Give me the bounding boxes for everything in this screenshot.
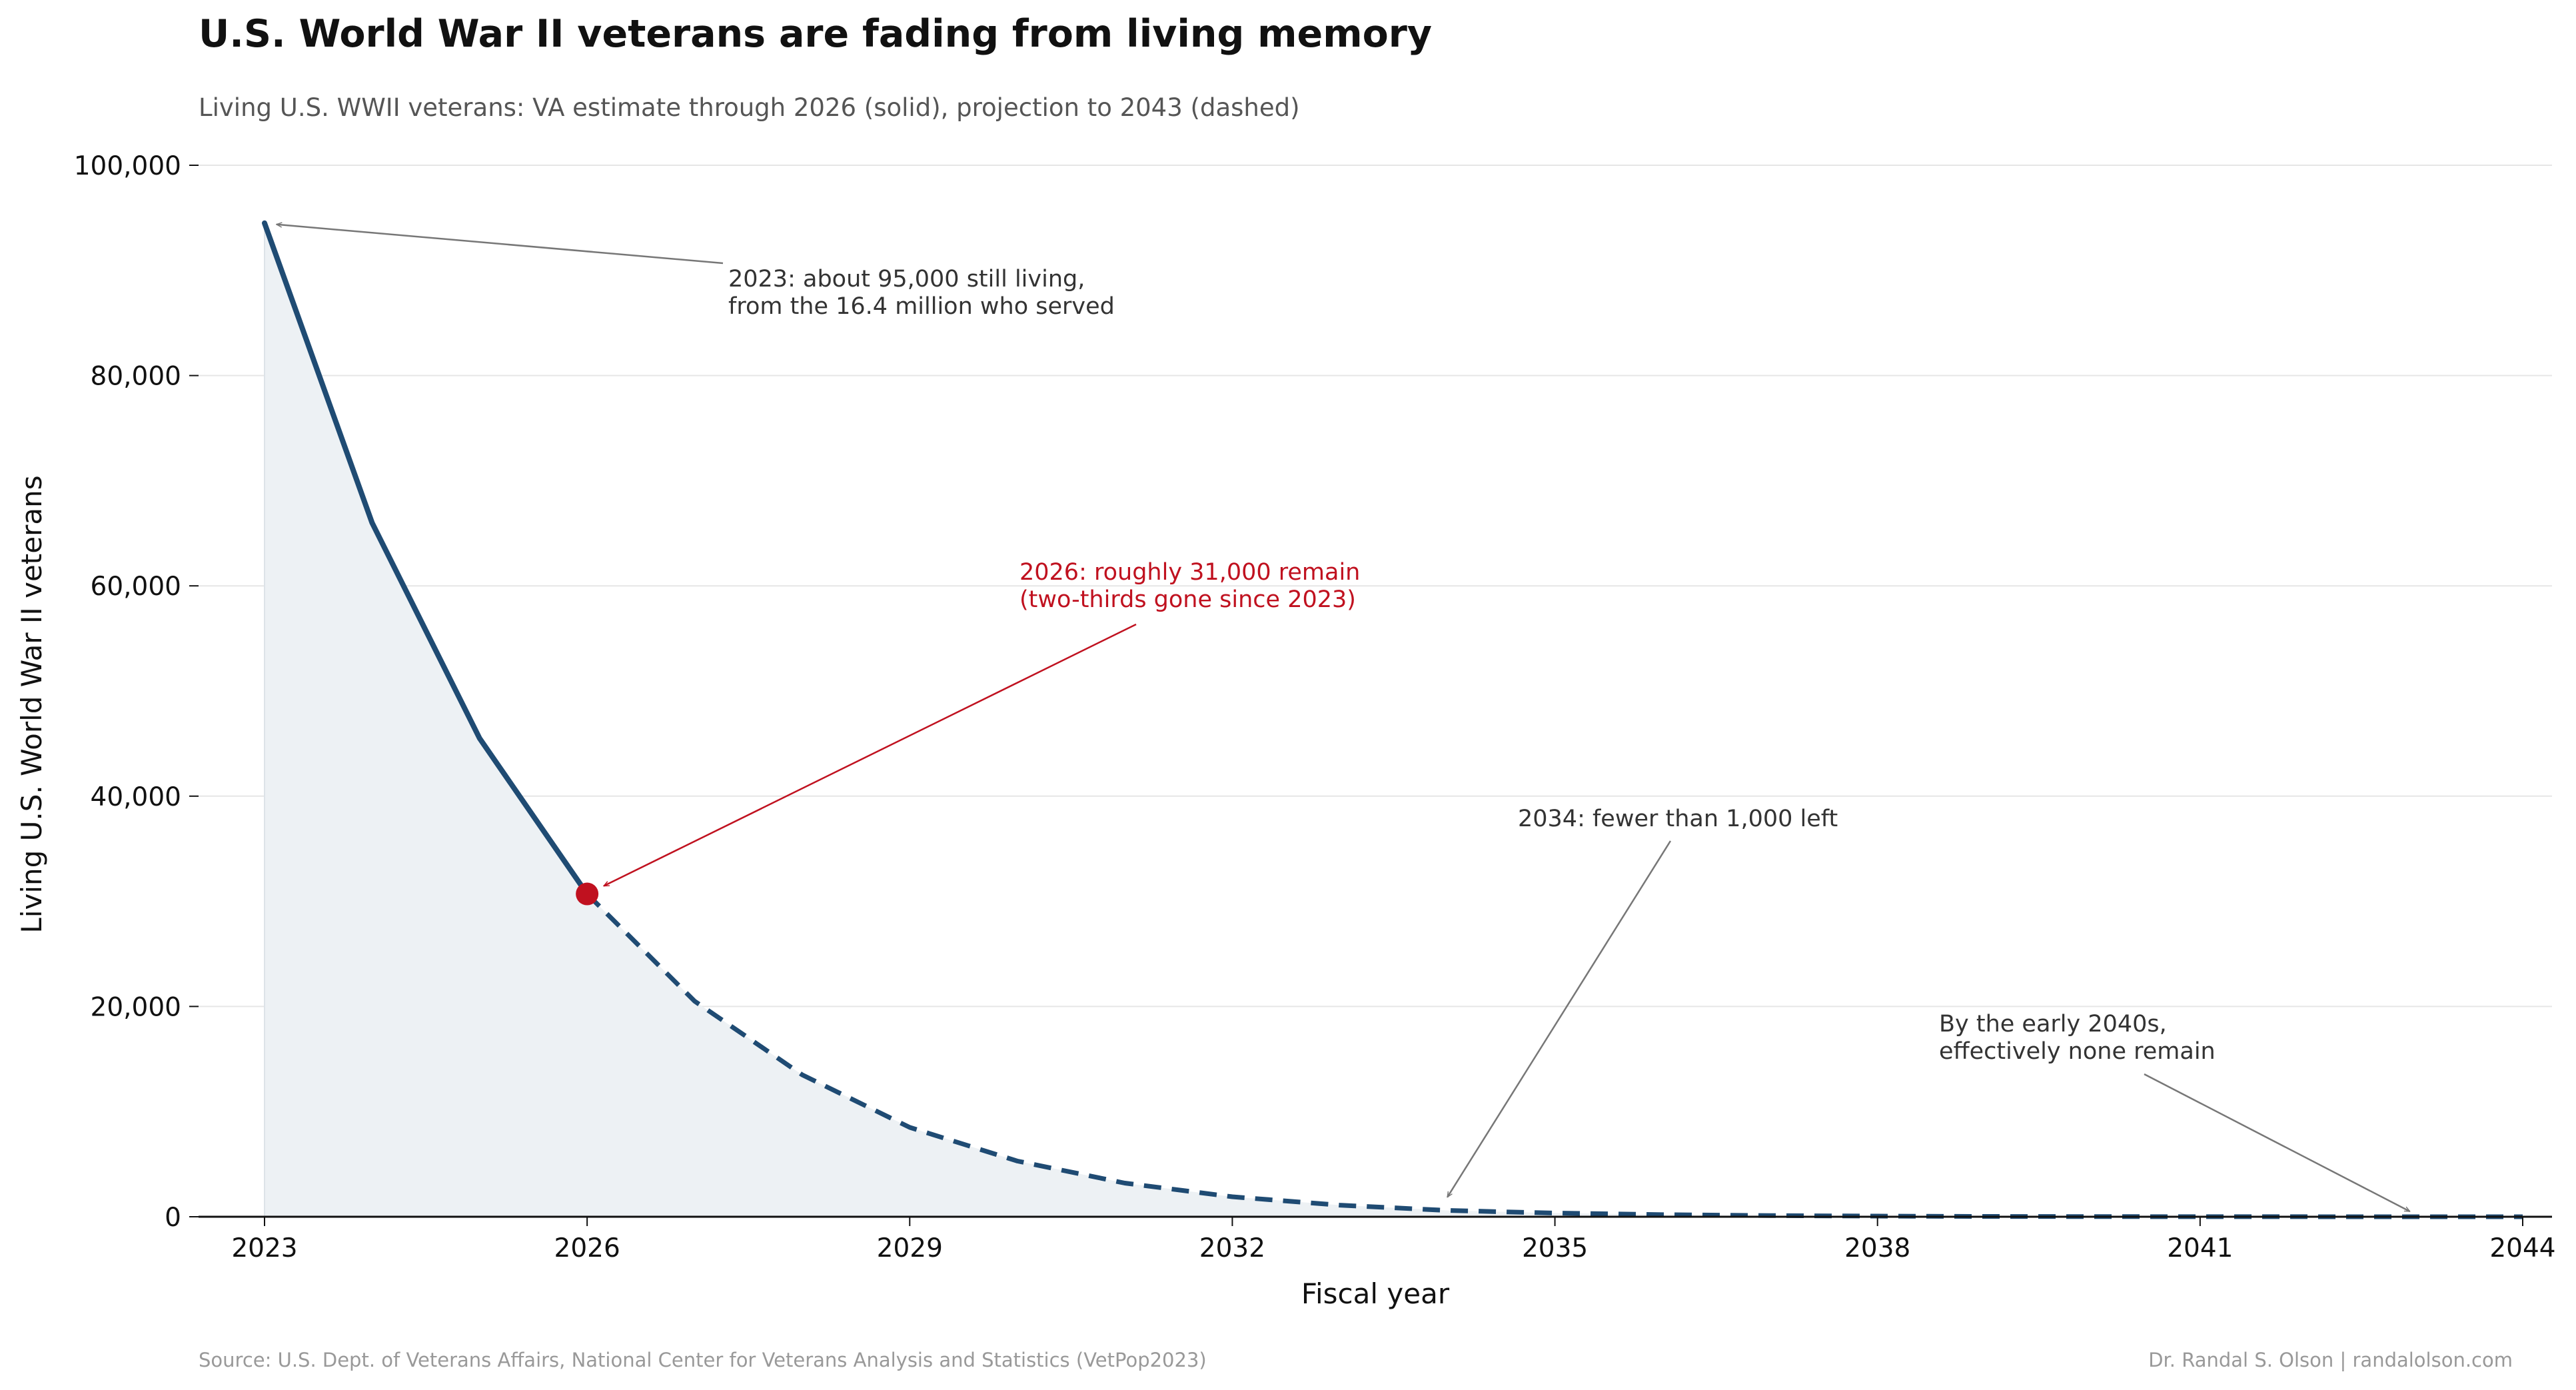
y-tick-label: 0 (165, 1203, 181, 1233)
axes: 0 20,000 40,000 60,000 80,000 100,000 2023 2026… (15, 151, 2556, 1310)
y-tick-label: 40,000 (91, 782, 181, 812)
y-tick-label: 60,000 (91, 572, 181, 602)
annotation-arrow (604, 623, 1137, 887)
x-tick-label: 2044 (2489, 1233, 2555, 1263)
data-point (694, 1000, 696, 1003)
data-point (1231, 1195, 1233, 1198)
y-tick-label: 100,000 (74, 151, 181, 181)
annotation-text: (two-thirds gone since 2023) (1019, 586, 1356, 613)
series-lines (262, 220, 2523, 1219)
x-tick-label: 2026 (554, 1233, 620, 1263)
annotation-text: 2026: roughly 31,000 remain (1019, 559, 1360, 586)
annotation-text: By the early 2040s, (1939, 1011, 2167, 1038)
x-tick-label: 2032 (1199, 1233, 1265, 1263)
y-axis-title: Living U.S. World War II veterans (15, 475, 48, 933)
data-point (263, 222, 266, 225)
area-fill (264, 223, 2523, 1217)
highlight-point-2026 (576, 882, 599, 906)
highlight-layer (576, 882, 599, 906)
annotation-text: effectively none remain (1939, 1038, 2216, 1065)
data-point (801, 1073, 804, 1076)
x-tick-label: 2029 (877, 1233, 943, 1263)
data-point (1123, 1182, 1126, 1185)
page-subtitle: Living U.S. WWII veterans: VA estimate t… (199, 93, 1300, 122)
credit-note: Dr. Randal S. Olson | randalolson.com (2148, 1349, 2513, 1371)
annotations: 2023: about 95,000 still living,from the… (277, 225, 2410, 1213)
annotation-arrow (2144, 1073, 2410, 1213)
source-note: Source: U.S. Dept. of Veterans Affairs, … (199, 1349, 1207, 1371)
series-line-projection (585, 892, 2523, 1219)
area-under-curve (265, 223, 2523, 1217)
annotation-text: 2023: about 95,000 still living, (728, 266, 1085, 293)
x-axis-title: Fiscal year (1301, 1277, 1450, 1310)
annotation-text: 2034: fewer than 1,000 left (1518, 806, 1838, 832)
y-tick-label: 80,000 (91, 362, 181, 392)
series-line-estimate (262, 220, 590, 897)
annotation-arrow (1447, 840, 1672, 1197)
x-tick-label: 2035 (1522, 1233, 1588, 1263)
annotation-arrow (277, 225, 724, 265)
x-tick-label: 2038 (1844, 1233, 1910, 1263)
data-point (1016, 1159, 1019, 1162)
y-tick-label: 20,000 (91, 992, 181, 1022)
page-title: U.S. World War II veterans are fading fr… (199, 12, 1433, 56)
data-point (908, 1126, 911, 1129)
data-point (1661, 1213, 1664, 1216)
data-point (478, 737, 481, 740)
data-point (1554, 1211, 1557, 1214)
annotation-text: from the 16.4 million who served (728, 293, 1115, 320)
data-point (1339, 1204, 1341, 1207)
x-tick-label: 2023 (231, 1233, 297, 1263)
data-point (370, 522, 373, 524)
x-tick-label: 2041 (2167, 1233, 2233, 1263)
data-point (1446, 1209, 1449, 1212)
